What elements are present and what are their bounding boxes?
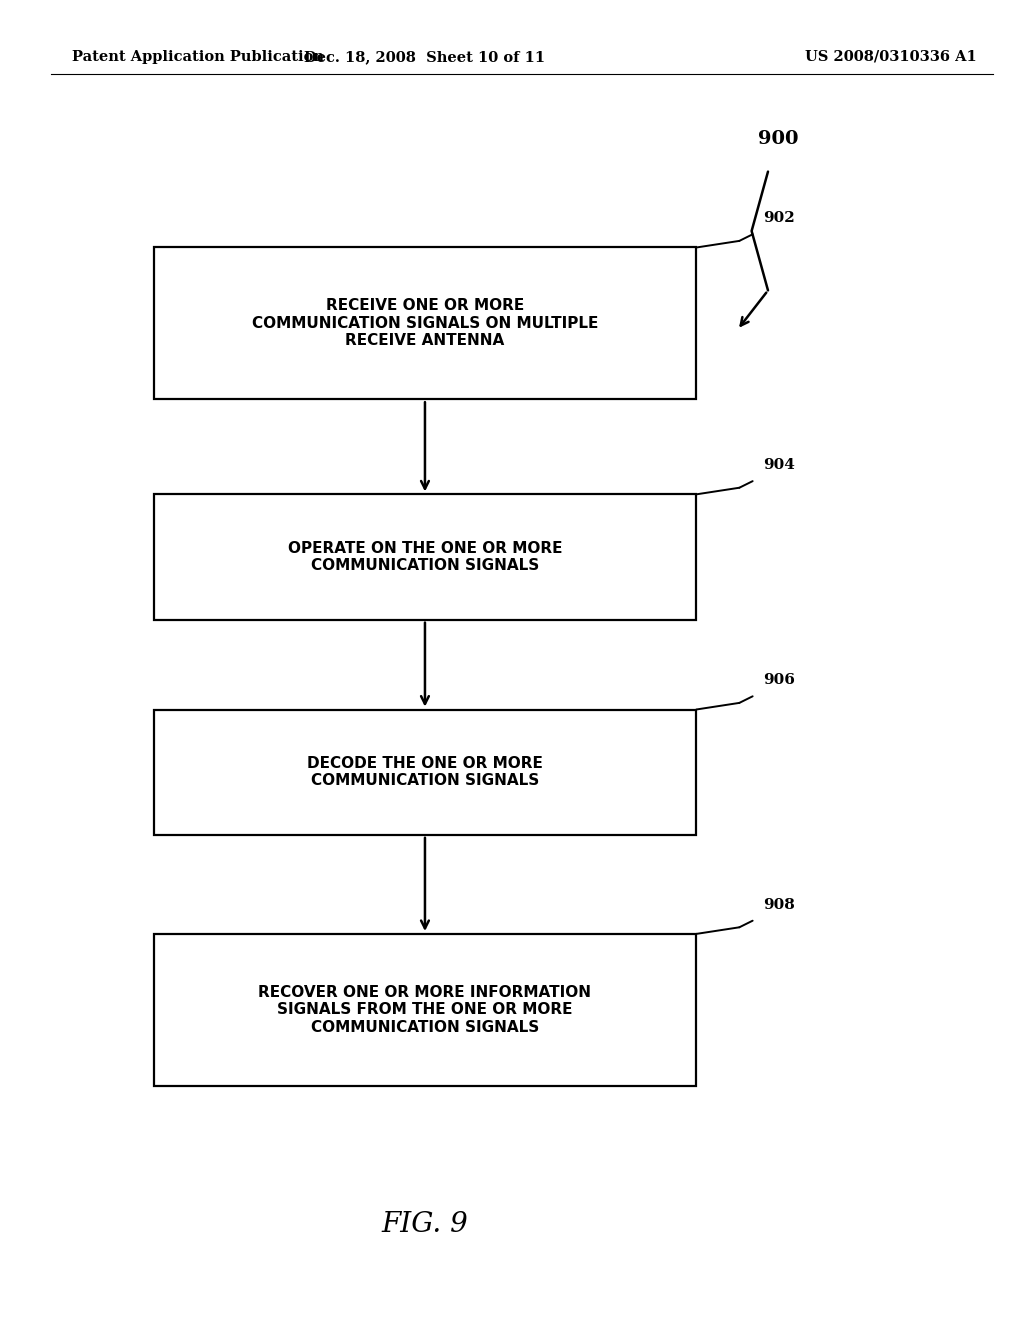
- Text: DECODE THE ONE OR MORE
COMMUNICATION SIGNALS: DECODE THE ONE OR MORE COMMUNICATION SIG…: [307, 756, 543, 788]
- Bar: [154, 935, 696, 1085]
- Text: Dec. 18, 2008  Sheet 10 of 11: Dec. 18, 2008 Sheet 10 of 11: [304, 50, 546, 63]
- Text: 908: 908: [763, 898, 795, 912]
- Text: 902: 902: [763, 211, 795, 226]
- Text: 904: 904: [763, 458, 795, 473]
- Text: Patent Application Publication: Patent Application Publication: [72, 50, 324, 63]
- Text: RECOVER ONE OR MORE INFORMATION
SIGNALS FROM THE ONE OR MORE
COMMUNICATION SIGNA: RECOVER ONE OR MORE INFORMATION SIGNALS …: [258, 985, 592, 1035]
- Bar: [154, 710, 696, 836]
- Text: US 2008/0310336 A1: US 2008/0310336 A1: [805, 50, 977, 63]
- Text: 906: 906: [763, 673, 795, 688]
- Text: RECEIVE ONE OR MORE
COMMUNICATION SIGNALS ON MULTIPLE
RECEIVE ANTENNA: RECEIVE ONE OR MORE COMMUNICATION SIGNAL…: [252, 298, 598, 348]
- Text: 900: 900: [758, 129, 799, 148]
- Text: FIG. 9: FIG. 9: [382, 1212, 468, 1238]
- Text: OPERATE ON THE ONE OR MORE
COMMUNICATION SIGNALS: OPERATE ON THE ONE OR MORE COMMUNICATION…: [288, 541, 562, 573]
- Bar: [154, 495, 696, 620]
- Bar: [154, 248, 696, 399]
